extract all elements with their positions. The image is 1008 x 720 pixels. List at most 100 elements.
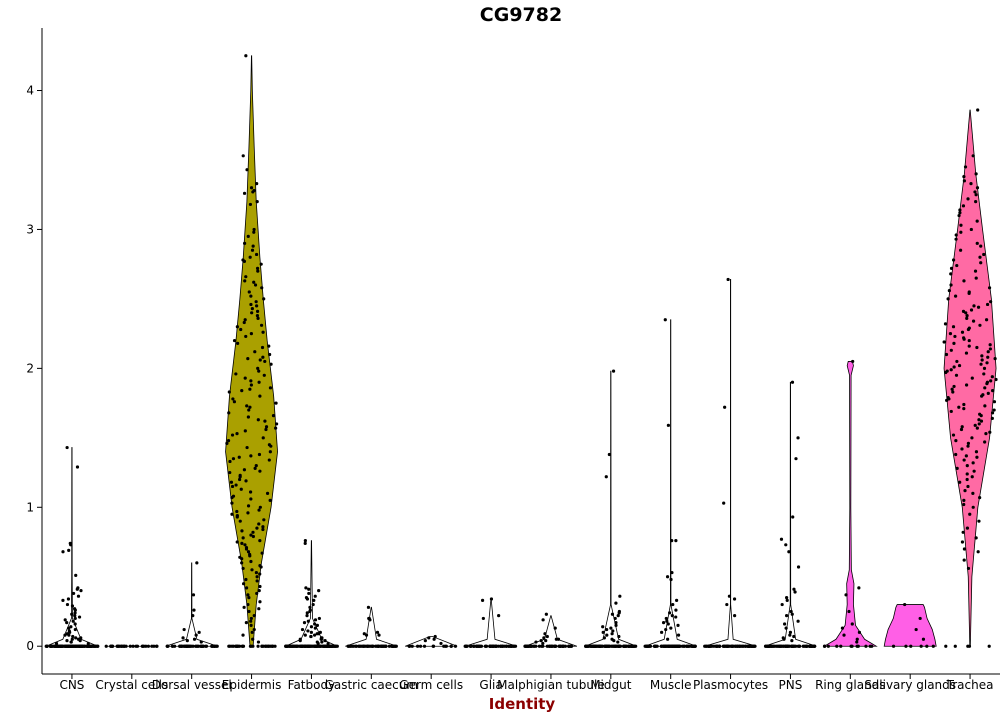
point xyxy=(258,572,262,576)
point xyxy=(614,601,618,605)
point xyxy=(669,626,673,630)
point xyxy=(558,644,562,648)
point xyxy=(252,280,256,284)
point xyxy=(260,345,265,350)
point xyxy=(71,634,75,639)
point xyxy=(250,568,254,572)
point xyxy=(785,614,789,618)
point xyxy=(781,644,785,648)
point xyxy=(622,644,626,648)
point xyxy=(974,172,978,176)
point xyxy=(253,466,257,470)
point xyxy=(962,498,966,502)
point xyxy=(61,598,65,602)
point xyxy=(611,629,615,633)
point xyxy=(237,455,241,459)
point xyxy=(665,619,669,623)
point xyxy=(119,644,123,648)
point xyxy=(246,504,251,508)
point xyxy=(232,338,237,343)
point xyxy=(265,491,270,495)
point xyxy=(210,644,214,648)
point xyxy=(377,644,381,648)
point xyxy=(354,644,358,648)
point xyxy=(609,644,613,648)
x-axis-label: Identity xyxy=(489,695,556,713)
point xyxy=(851,359,855,364)
point xyxy=(284,644,289,648)
point xyxy=(968,512,972,516)
point xyxy=(945,398,949,402)
point xyxy=(464,644,469,648)
y-tick-label: 0 xyxy=(26,639,34,653)
point xyxy=(303,539,307,543)
point xyxy=(743,644,747,648)
point xyxy=(267,344,271,348)
point xyxy=(274,426,278,430)
point xyxy=(260,644,264,648)
point xyxy=(738,644,742,648)
point xyxy=(150,644,154,648)
point xyxy=(989,379,993,383)
point xyxy=(423,639,427,643)
point xyxy=(251,190,255,194)
point xyxy=(360,644,364,648)
point xyxy=(235,325,239,329)
point xyxy=(249,332,253,336)
point xyxy=(235,514,239,518)
point xyxy=(653,644,658,648)
point xyxy=(614,644,618,648)
point xyxy=(249,383,253,387)
point xyxy=(231,457,236,461)
point xyxy=(228,459,232,464)
point xyxy=(240,388,244,393)
point xyxy=(962,336,966,340)
point xyxy=(595,644,599,648)
point xyxy=(183,644,187,648)
point xyxy=(553,626,557,630)
point xyxy=(955,466,959,470)
point xyxy=(963,489,967,493)
point xyxy=(792,587,796,591)
point xyxy=(323,639,327,643)
point xyxy=(723,405,727,409)
point xyxy=(663,318,667,322)
point xyxy=(70,637,74,641)
point xyxy=(616,614,620,618)
point xyxy=(364,633,369,637)
point xyxy=(231,397,235,401)
point xyxy=(318,644,322,648)
point xyxy=(909,644,913,648)
point xyxy=(228,470,232,475)
point xyxy=(732,597,737,601)
point xyxy=(946,297,950,301)
point xyxy=(966,444,970,448)
point xyxy=(255,181,259,186)
point xyxy=(244,334,248,339)
point xyxy=(676,633,681,637)
point xyxy=(63,633,67,637)
point xyxy=(86,641,90,646)
point xyxy=(255,526,259,530)
point xyxy=(60,644,64,648)
point xyxy=(539,639,543,643)
point xyxy=(230,512,234,516)
point xyxy=(984,432,988,436)
point xyxy=(313,626,317,630)
point xyxy=(974,536,978,540)
point xyxy=(249,559,253,564)
point xyxy=(990,416,994,420)
point xyxy=(249,623,253,627)
point xyxy=(610,612,615,616)
point xyxy=(69,543,73,547)
point xyxy=(857,586,861,590)
point xyxy=(977,519,981,523)
point xyxy=(953,334,957,339)
point xyxy=(792,634,796,639)
point xyxy=(784,626,788,630)
point xyxy=(988,347,992,351)
point xyxy=(246,234,250,238)
point xyxy=(567,644,571,648)
point xyxy=(671,602,675,607)
point xyxy=(128,644,132,648)
